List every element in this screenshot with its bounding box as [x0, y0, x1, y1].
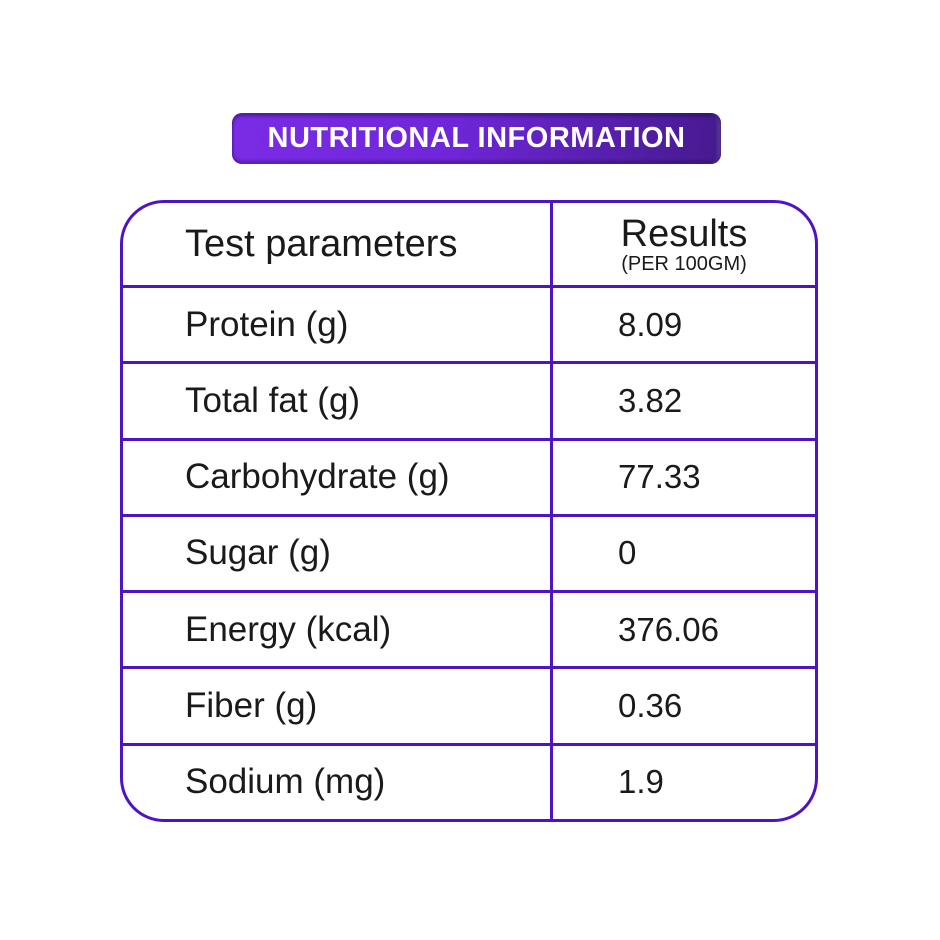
row-value: 3.82: [618, 381, 683, 419]
row-label: Sugar (g): [123, 516, 553, 591]
table-row-fiber: Fiber (g) 0.36: [123, 666, 815, 743]
table-row-energy: Energy (kcal) 376.06: [123, 590, 815, 667]
row-value: 376.06: [618, 610, 719, 648]
row-label: Sodium (mg): [123, 745, 553, 819]
table-row-sodium: Sodium (mg) 1.9: [123, 742, 815, 819]
header-results-label: Results: [620, 213, 748, 255]
row-value: 1.9: [618, 763, 664, 801]
row-label: Fiber (g): [123, 669, 553, 743]
header-test-parameters: Test parameters: [123, 203, 553, 285]
nutrition-table: Test parameters Results (PER 100GM) Prot…: [120, 200, 818, 822]
row-label: Protein (g): [123, 288, 553, 362]
header-results: Results (PER 100GM): [553, 203, 815, 285]
table-row-carbohydrate: Carbohydrate (g) 77.33: [123, 437, 815, 514]
header-results-unit: (PER 100GM): [621, 253, 747, 275]
row-label: Carbohydrate (g): [123, 440, 553, 514]
table-row-total-fat: Total fat (g) 3.82: [123, 361, 815, 438]
row-label: Total fat (g): [123, 364, 553, 438]
page-title: NUTRITIONAL INFORMATION: [267, 122, 686, 154]
table-header-row: Test parameters Results (PER 100GM): [123, 203, 815, 285]
row-label: Energy (kcal): [123, 593, 553, 667]
row-value: 8.09: [618, 305, 683, 343]
table-row-protein: Protein (g) 8.09: [123, 285, 815, 362]
row-value: 0.36: [618, 687, 683, 725]
table-row-sugar: Sugar (g) 0: [123, 513, 815, 591]
row-value: 0: [618, 534, 637, 572]
row-value: 77.33: [618, 458, 701, 496]
title-banner: NUTRITIONAL INFORMATION: [232, 113, 721, 164]
